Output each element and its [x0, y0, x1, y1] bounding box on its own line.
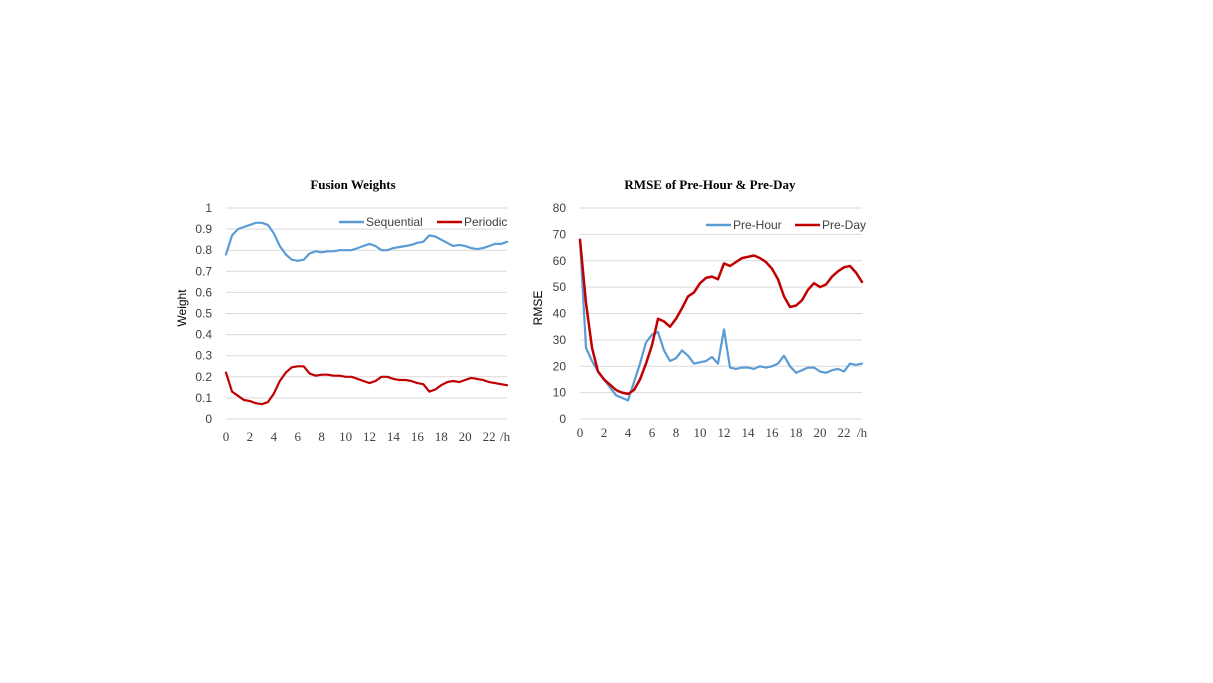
x-tick-label: 20	[814, 425, 827, 440]
x-unit-label: /h	[500, 429, 511, 444]
x-tick-label: 16	[766, 425, 780, 440]
legend: Pre-Hour Pre-Day	[706, 218, 866, 232]
series-lines	[224, 221, 509, 406]
y-tick-label: 0	[559, 412, 566, 426]
x-tick-label: 14	[742, 425, 756, 440]
legend-label: Pre-Hour	[733, 218, 782, 232]
fusion-weights-chart: Fusion Weights Weight /h 0 0.1 0.2 0.3 0.4 0.…	[175, 177, 511, 444]
y-tick-label: 1	[205, 201, 212, 215]
legend-label: Pre-Day	[822, 218, 866, 232]
x-tick-label: 14	[387, 429, 401, 444]
y-tick-label: 10	[553, 386, 567, 400]
x-tick-label: 18	[790, 425, 803, 440]
y-tick-label: 0.8	[195, 243, 212, 257]
x-tick-label: 22	[483, 429, 496, 444]
y-tick-label: 70	[553, 227, 567, 241]
gridlines	[580, 207, 862, 420]
legend-label: Sequential	[366, 215, 423, 229]
chart-title: Fusion Weights	[310, 177, 395, 192]
series-line-sequential	[224, 221, 509, 262]
x-tick-label: 8	[318, 429, 325, 444]
x-tick-label: 16	[411, 429, 425, 444]
x-tick-labels: 0 2 4 6 8 10 12 14 16 18 20 22	[223, 429, 496, 444]
y-tick-label: 0.3	[195, 349, 212, 363]
legend-label: Periodic	[464, 215, 507, 229]
series-line-pre-day	[578, 238, 864, 396]
x-tick-label: 22	[838, 425, 851, 440]
y-axis-label: RMSE	[531, 291, 545, 326]
x-tick-label: 12	[718, 425, 731, 440]
chart-title: RMSE of Pre-Hour & Pre-Day	[624, 177, 796, 192]
y-tick-label: 0.1	[195, 391, 212, 405]
y-tick-label: 0.7	[195, 264, 212, 278]
x-tick-label: 2	[601, 425, 608, 440]
y-tick-label: 0.2	[195, 370, 212, 384]
y-tick-label: 0.6	[195, 285, 212, 299]
x-tick-label: 18	[435, 429, 448, 444]
x-tick-label: 0	[577, 425, 584, 440]
x-tick-label: 20	[459, 429, 472, 444]
series-lines	[578, 238, 864, 402]
legend: Sequential Periodic	[339, 215, 507, 229]
x-tick-label: 2	[247, 429, 254, 444]
y-tick-label: 40	[553, 307, 567, 321]
y-tick-label: 0.4	[195, 328, 212, 342]
x-tick-label: 6	[649, 425, 656, 440]
y-tick-labels: 0 10 20 30 40 50 60 70 80	[553, 201, 567, 426]
series-line-periodic	[224, 365, 509, 406]
x-tick-label: 4	[625, 425, 632, 440]
x-tick-label: 4	[271, 429, 278, 444]
y-tick-label: 60	[553, 254, 567, 268]
x-tick-label: 8	[673, 425, 680, 440]
gridlines	[226, 207, 507, 420]
y-tick-label: 0	[205, 412, 212, 426]
y-tick-labels: 0 0.1 0.2 0.3 0.4 0.5 0.6 0.7 0.8 0.9 1	[195, 201, 212, 426]
y-tick-label: 30	[553, 333, 567, 347]
y-tick-label: 0.5	[195, 307, 212, 321]
x-tick-label: 12	[363, 429, 376, 444]
y-tick-label: 80	[553, 201, 567, 215]
y-axis-label: Weight	[175, 289, 189, 327]
rmse-chart: RMSE of Pre-Hour & Pre-Day RMSE /h 01020…	[531, 177, 868, 440]
x-tick-label: 10	[694, 425, 707, 440]
x-unit-label: /h	[857, 425, 868, 440]
x-tick-label: 6	[294, 429, 301, 444]
y-tick-label: 0.9	[195, 222, 212, 236]
y-tick-label: 20	[553, 359, 567, 373]
x-tick-labels: 0 2 4 6 8 10 12 14 16 18 20 22	[577, 425, 851, 440]
x-tick-label: 10	[339, 429, 352, 444]
x-tick-label: 0	[223, 429, 230, 444]
y-tick-label: 50	[553, 280, 567, 294]
series-line-pre-hour	[578, 238, 864, 402]
